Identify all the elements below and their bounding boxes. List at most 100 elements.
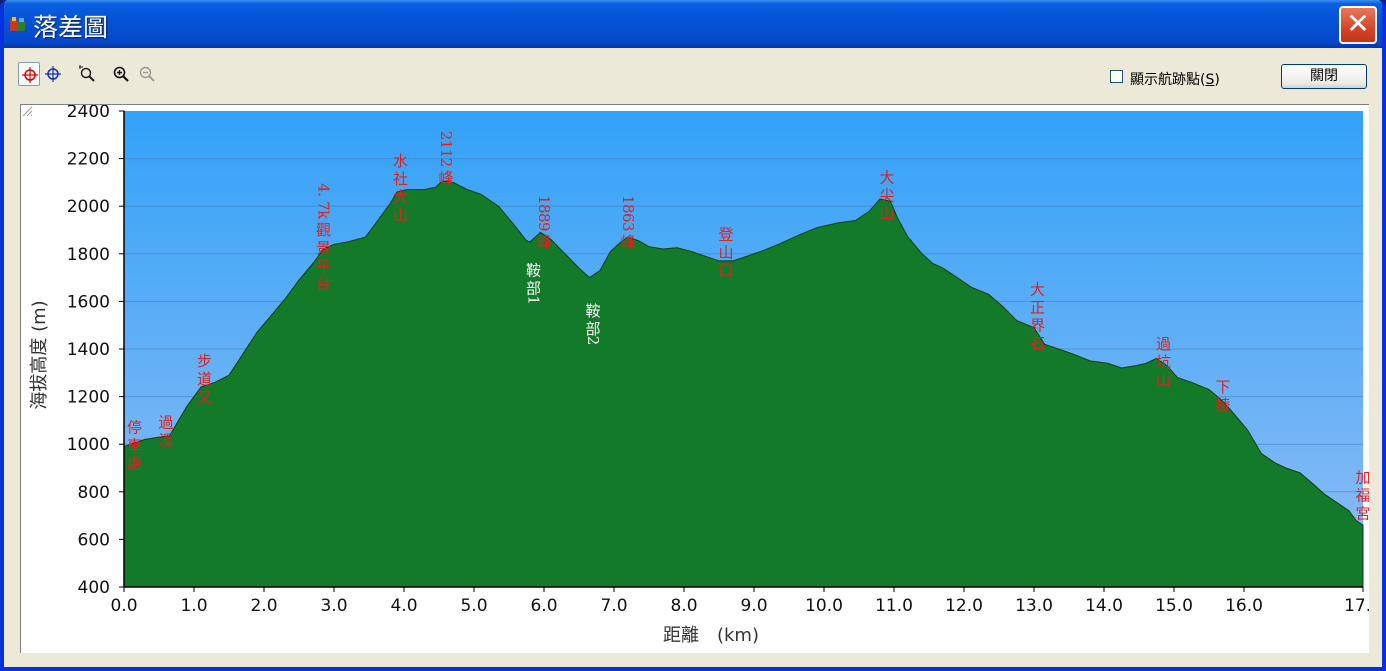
show-trackpoints-checkbox[interactable] xyxy=(1110,70,1123,83)
annotation-char: 過 xyxy=(158,414,173,432)
x-tick-label: 4.0 xyxy=(390,596,417,616)
x-tick-label: 7.0 xyxy=(600,596,627,616)
y-tick-label: 1400 xyxy=(67,340,110,360)
annotation-label: 鞍部2鞍部2 xyxy=(584,302,602,346)
annotation-char: 溪 xyxy=(158,432,173,450)
annotation-label: 下棱下棱 xyxy=(1215,378,1230,414)
y-tick-label: 2000 xyxy=(67,197,110,217)
window-title: 落差圖 xyxy=(33,13,109,42)
y-tick-label: 1600 xyxy=(67,292,110,312)
show-trackpoints-text: 顯示航跡點( xyxy=(1130,72,1206,88)
zoom-out-icon xyxy=(139,66,155,82)
annotation-char: 9 xyxy=(535,222,553,232)
x-tick-label: 17.7 xyxy=(1344,596,1369,616)
annotation-char: 鞍 xyxy=(585,302,600,320)
x-tick-label: 0.0 xyxy=(110,596,137,616)
x-tick-label: 1.0 xyxy=(180,596,207,616)
annotation-char: 山 xyxy=(393,206,408,224)
annotation-char: 6 xyxy=(619,213,637,223)
annotation-char: 峰 xyxy=(536,233,551,251)
show-trackpoints-hotkey: S xyxy=(1205,72,1215,88)
annotation-char: 尖 xyxy=(879,187,894,205)
annotation-char: 2 xyxy=(437,158,455,168)
annotation-label: 水社大山水社大山 xyxy=(393,152,408,224)
annotation-char: k xyxy=(315,210,333,220)
zoom-in-tool[interactable] xyxy=(110,62,132,86)
y-tick-label: 2400 xyxy=(67,105,110,122)
annotation-char: 山 xyxy=(1156,371,1171,389)
x-tick-label: 12.0 xyxy=(945,596,983,616)
zoom-select-tool[interactable] xyxy=(76,62,98,86)
annotation-char: 山 xyxy=(718,244,733,262)
annotation-char: 4 xyxy=(315,183,333,193)
x-tick-label: 3.0 xyxy=(320,596,347,616)
x-axis-label: 距離 (km) xyxy=(663,625,759,646)
x-tick-label: 2.0 xyxy=(250,596,277,616)
annotation-char: 景 xyxy=(316,239,331,257)
annotation-char: 鞍 xyxy=(526,261,541,279)
x-tick-label: 10.0 xyxy=(805,596,843,616)
y-tick-label: 1000 xyxy=(67,435,110,455)
window-close-button[interactable]: ✕ xyxy=(1339,6,1377,44)
annotation-char: 過 xyxy=(1156,335,1171,353)
annotation-char: 下 xyxy=(1215,378,1230,396)
y-tick-label: 600 xyxy=(78,530,110,550)
annotation-label: 登山口登山口 xyxy=(718,226,733,280)
annotation-char: 棱 xyxy=(1215,396,1230,414)
annotation-char: 大 xyxy=(393,188,408,206)
annotation-char: 1 xyxy=(437,149,455,159)
annotation-char: 石 xyxy=(1030,334,1045,352)
annotation-char: 坑 xyxy=(1156,353,1171,371)
annotation-label: 大尖山大尖山 xyxy=(879,169,894,223)
annotation-char: 加 xyxy=(1355,468,1369,486)
app-icon xyxy=(10,17,25,31)
x-tick-label: 16.0 xyxy=(1225,596,1263,616)
crosshair-red-tool[interactable] xyxy=(18,62,40,86)
annotation-label: 1889峰1889峰 xyxy=(535,195,553,251)
y-axis-label: 海拔高度 (m) xyxy=(29,300,50,409)
annotation-char: 步 xyxy=(197,352,212,370)
crosshair-red-icon xyxy=(22,67,38,83)
elevation-chart[interactable]: 400 600 800 1000 1200 1400 1600 1800 2000 2200 240… xyxy=(20,104,1369,653)
close-button[interactable]: 關閉 xyxy=(1281,64,1367,89)
annotation-char: 停 xyxy=(127,418,142,436)
zoom-out-tool[interactable] xyxy=(136,62,158,86)
annotation-char: 台 xyxy=(316,275,331,293)
annotation-char: 處 xyxy=(127,454,142,472)
annotation-char: 界 xyxy=(1030,316,1045,334)
annotation-char: 8 xyxy=(535,213,553,223)
y-tick-label: 1200 xyxy=(67,388,110,408)
y-tick-label: 2200 xyxy=(67,150,110,170)
annotation-char: 部 xyxy=(526,279,541,297)
x-tick-label: 15.0 xyxy=(1155,596,1193,616)
annotation-label: 2112峰2112峰 xyxy=(437,131,455,187)
annotation-label: 大正界石大正界石 xyxy=(1030,280,1045,352)
annotation-char: 2 xyxy=(437,131,455,141)
crosshair-blue-tool[interactable] xyxy=(42,62,64,86)
annotation-char: 1 xyxy=(437,140,455,150)
annotation-char: 叉 xyxy=(197,388,212,406)
annotation-char: 社 xyxy=(393,170,408,188)
annotation-label: 停車處停車處 xyxy=(127,418,142,472)
annotation-label: 過溪過溪 xyxy=(158,414,173,450)
zoom-select-icon xyxy=(79,65,95,82)
annotation-label: 鞍部1鞍部1 xyxy=(525,261,543,305)
x-tick-label: 6.0 xyxy=(530,596,557,616)
annotation-char: 口 xyxy=(718,262,733,280)
annotation-char: 正 xyxy=(1030,298,1045,316)
annotation-char: 宮 xyxy=(1355,504,1369,522)
annotation-label: 步道叉步道叉 xyxy=(197,352,212,406)
annotation-char: 1 xyxy=(525,295,543,305)
title-bar[interactable]: 落差圖 ✕ xyxy=(4,0,1382,48)
annotation-char: 7 xyxy=(315,201,333,211)
annotation-char: 2 xyxy=(584,336,602,346)
annotation-char: 道 xyxy=(197,370,212,388)
annotation-label: 加福宮加福宮 xyxy=(1355,468,1369,522)
resize-grip-icon[interactable] xyxy=(21,105,33,117)
annotation-char: 車 xyxy=(127,436,142,454)
zoom-in-icon xyxy=(113,66,129,82)
elevation-area xyxy=(123,180,1364,588)
x-tick-label: 11.0 xyxy=(875,596,913,616)
